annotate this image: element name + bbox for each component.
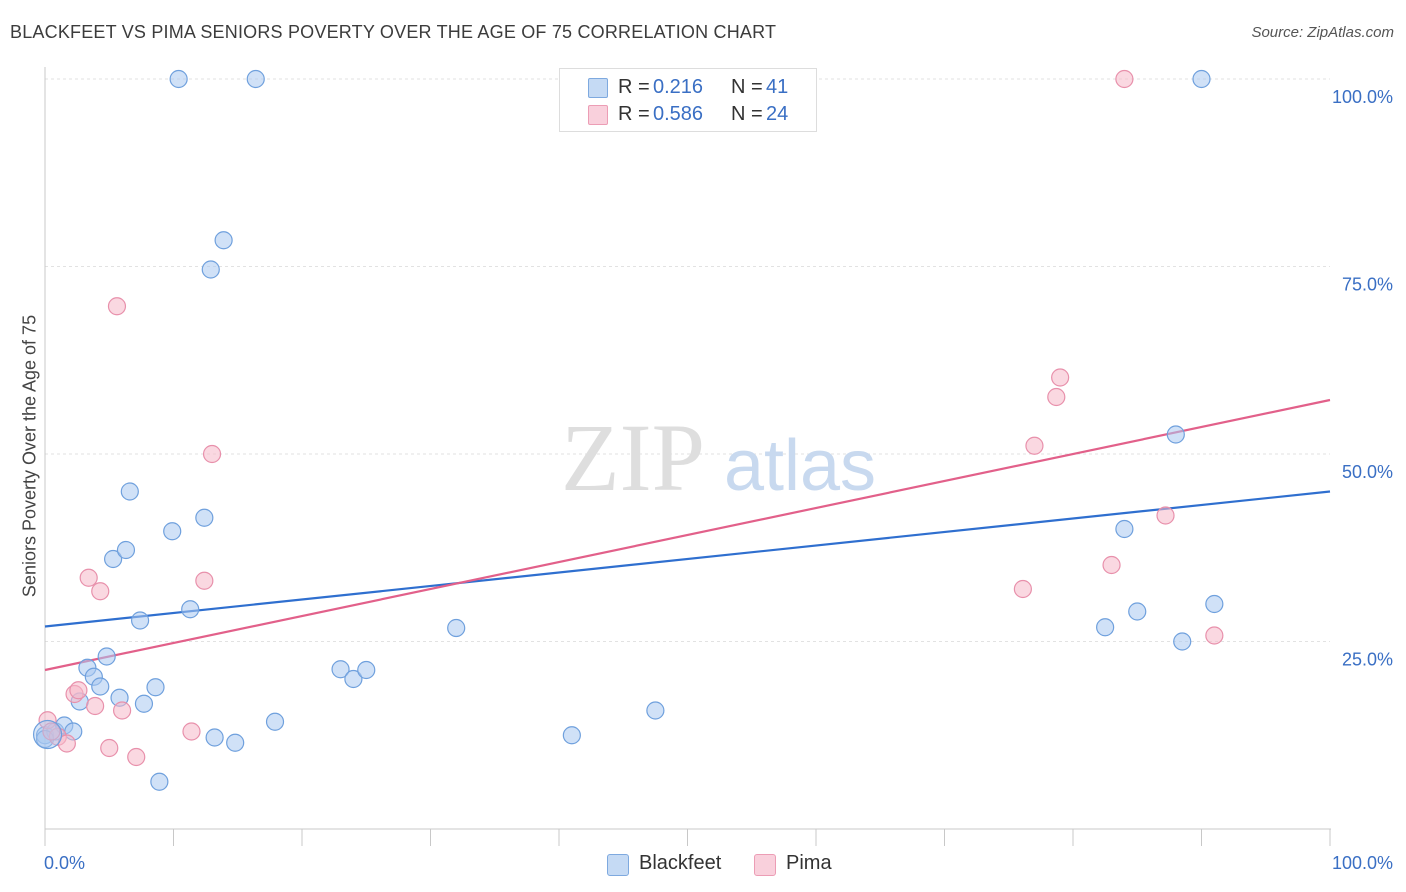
data-point <box>205 728 224 747</box>
data-point <box>1025 436 1044 455</box>
watermark-zip: ZIP <box>561 404 705 511</box>
data-point <box>104 549 123 569</box>
x-tick-label: 0.0% <box>44 853 85 873</box>
data-point <box>195 571 214 590</box>
data-point <box>100 738 119 758</box>
data-point <box>163 522 182 541</box>
y-tick-label: 25.0% <box>1342 650 1393 670</box>
y-tick-label: 75.0% <box>1342 275 1393 295</box>
data-point <box>1192 69 1211 89</box>
grid-lines <box>45 78 1330 642</box>
data-point <box>130 611 150 630</box>
data-point <box>134 694 154 713</box>
data-point <box>91 677 110 696</box>
data-point <box>1166 425 1185 444</box>
data-point <box>1047 387 1066 407</box>
data-point <box>1013 579 1032 599</box>
data-point <box>86 696 105 716</box>
data-point <box>69 681 88 700</box>
data-point <box>562 726 581 745</box>
data-point <box>42 722 61 741</box>
data-point <box>344 669 363 689</box>
legend-n-label: N = <box>731 103 763 125</box>
data-point <box>169 69 188 89</box>
trend-lines <box>44 398 1331 672</box>
x-tick-label: 100.0% <box>1332 853 1393 873</box>
data-point <box>214 231 233 250</box>
data-point <box>181 600 200 619</box>
bottom-swatch-blackfeet <box>607 854 629 876</box>
data-point <box>1051 368 1070 387</box>
legend-r-label: R = <box>618 76 650 98</box>
data-point <box>112 701 132 720</box>
data-points <box>32 69 1224 791</box>
legend-n-value: 41 <box>766 76 789 98</box>
data-point <box>1115 519 1134 539</box>
data-point <box>1173 632 1192 651</box>
data-point <box>120 482 139 501</box>
data-point <box>79 568 98 587</box>
data-point <box>201 260 220 279</box>
bottom-legend-label: Pima <box>786 852 832 874</box>
legend-swatch-blackfeet <box>588 78 608 98</box>
data-point <box>107 297 127 316</box>
data-point <box>195 508 214 527</box>
y-axis-label: Seniors Poverty Over the Age of 75 <box>19 314 40 598</box>
legend-r-label: R = <box>618 103 650 125</box>
data-point <box>357 660 376 680</box>
source-label: Source: ZipAtlas.com <box>1251 24 1394 41</box>
y-tick-label: 100.0% <box>1332 87 1393 107</box>
axes <box>44 67 1331 846</box>
bottom-swatch-pima <box>754 854 776 876</box>
data-point <box>146 678 165 697</box>
data-point <box>150 772 169 791</box>
data-point <box>1205 594 1224 614</box>
data-point <box>447 618 466 638</box>
data-point <box>646 701 665 720</box>
trend-line-pima <box>44 398 1331 672</box>
data-point <box>97 647 116 666</box>
chart-title: BLACKFEET VS PIMA SENIORS POVERTY OVER T… <box>10 22 777 42</box>
data-point <box>226 733 245 752</box>
data-point <box>1156 506 1175 525</box>
y-tick-label: 50.0% <box>1342 462 1393 482</box>
data-point <box>246 69 265 89</box>
data-point <box>127 747 146 767</box>
data-point <box>1128 602 1147 621</box>
data-point <box>1205 626 1224 645</box>
data-point <box>32 719 63 750</box>
legend-r-value: 0.586 <box>653 103 704 125</box>
legend-n-label: N = <box>731 76 763 98</box>
data-point <box>116 540 136 560</box>
series-blackfeet <box>35 69 1224 791</box>
legend-swatch-pima <box>588 105 608 125</box>
legend-n-value: 24 <box>766 103 789 125</box>
data-point <box>331 660 350 679</box>
series-pima <box>38 69 1224 767</box>
data-point <box>265 712 285 731</box>
data-point <box>1102 555 1121 575</box>
data-point <box>182 722 201 741</box>
bottom-legend-label: Blackfeet <box>639 852 722 874</box>
watermark: ZIP atlas <box>561 404 876 511</box>
legend-r-value: 0.216 <box>653 76 704 98</box>
stats-legend: R = 0.216 N = 41 R = 0.586 N = 24 <box>559 68 817 132</box>
trend-line-blackfeet <box>44 490 1331 628</box>
watermark-atlas: atlas <box>724 426 876 506</box>
tick-labels: 25.0% 50.0% 75.0% 100.0% 0.0% 100.0% <box>44 87 1393 873</box>
data-point <box>1096 618 1115 637</box>
data-point <box>1115 69 1134 89</box>
data-point <box>202 444 222 464</box>
data-point <box>91 582 110 601</box>
